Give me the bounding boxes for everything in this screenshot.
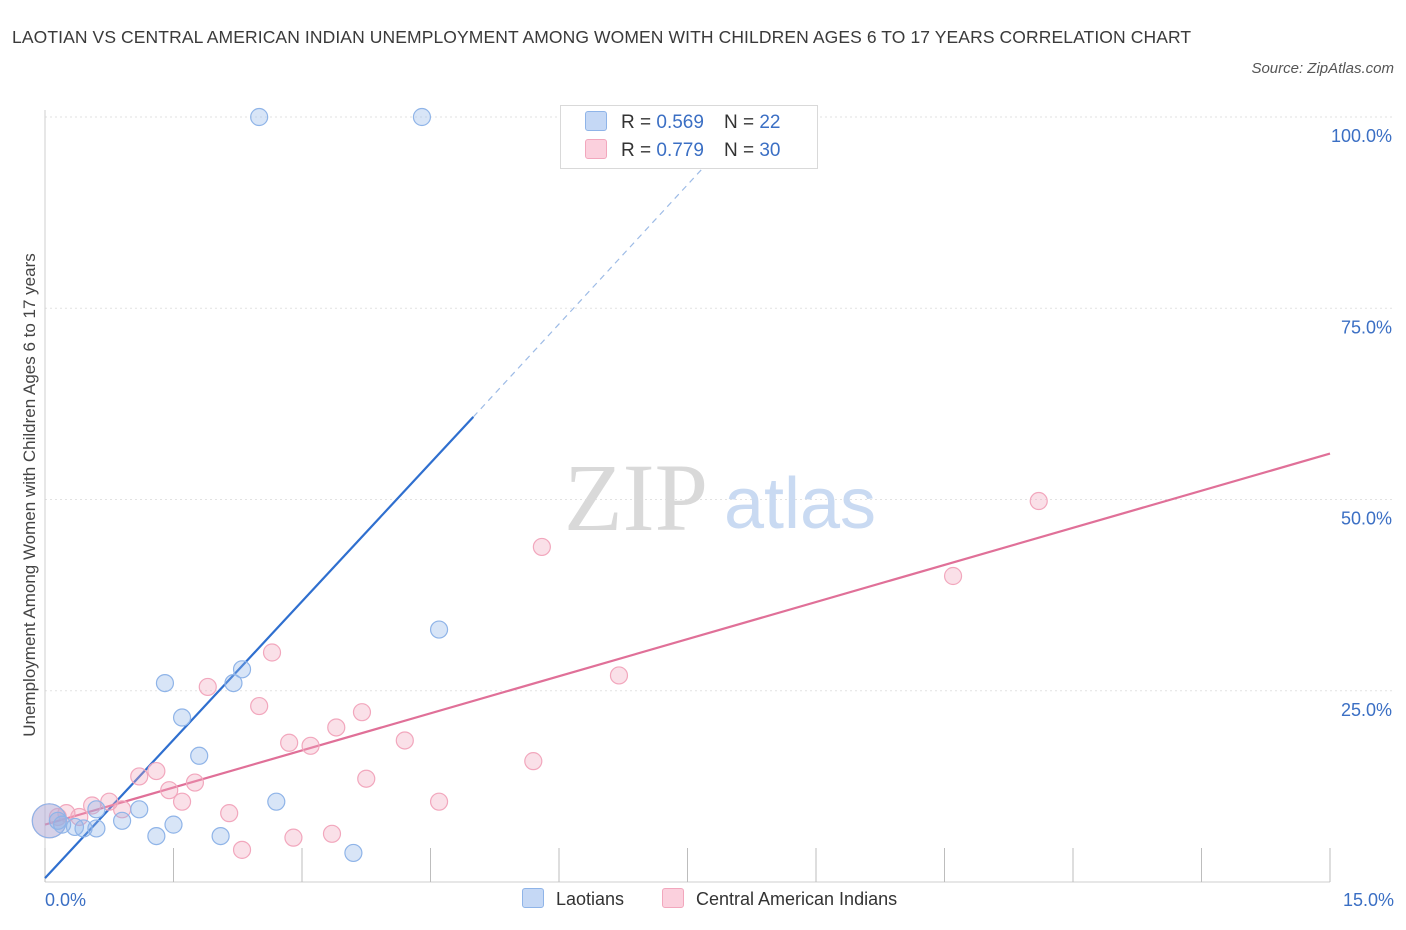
point-laotians <box>232 660 252 679</box>
point-laotians <box>87 800 106 819</box>
y-tick-label: 25.0% <box>1341 700 1392 720</box>
point-central-american-indians <box>220 804 239 823</box>
point-laotians <box>130 800 149 819</box>
point-central-american-indians <box>160 781 179 800</box>
bottom-legend-laotians: Laotians <box>522 888 624 910</box>
point-central-american-indians <box>147 761 166 781</box>
point-central-american-indians <box>130 767 149 786</box>
watermark: ZIP atlas <box>564 444 876 551</box>
x-tick-label-min: 0.0% <box>45 890 87 910</box>
legend-n-value: 30 <box>759 140 781 161</box>
chart-title: LAOTIAN VS CENTRAL AMERICAN INDIAN UNEMP… <box>12 27 1192 47</box>
trend-lines <box>44 147 1331 879</box>
point-laotians <box>74 819 93 838</box>
trend-line-central-american-indians <box>44 452 1331 826</box>
point-central-american-indians <box>524 752 543 771</box>
point-central-american-indians <box>327 718 346 737</box>
point-central-american-indians <box>232 840 252 859</box>
x-tick-label-max: 15.0% <box>1342 890 1394 910</box>
point-central-american-indians <box>352 703 372 722</box>
point-laotians <box>412 107 432 127</box>
point-laotians <box>344 843 363 863</box>
legend-n-value: 22 <box>759 112 781 133</box>
point-central-american-indians <box>322 824 342 843</box>
point-laotians <box>190 746 209 765</box>
point-central-american-indians <box>198 677 217 697</box>
y-tick-label: 50.0% <box>1341 509 1392 529</box>
legend-r-label: R = <box>621 112 652 133</box>
point-central-american-indians <box>395 731 414 750</box>
point-laotians <box>429 620 449 639</box>
point-central-american-indians <box>284 828 303 847</box>
legend-r-label: R = <box>621 140 652 161</box>
legend-n-label: N = <box>723 112 755 133</box>
watermark-zip: ZIP <box>564 444 708 551</box>
point-laotians <box>211 826 230 846</box>
point-laotians <box>147 826 166 846</box>
watermark-atlas: atlas <box>724 464 876 544</box>
y-tick-label: 75.0% <box>1341 317 1392 337</box>
point-central-american-indians <box>357 769 376 788</box>
source-credit: Source: ZipAtlas.com <box>1251 60 1394 77</box>
point-central-american-indians <box>185 773 205 792</box>
y-tick-labels: 25.0% 50.0% 75.0% 100.0% <box>1331 126 1392 720</box>
point-laotians <box>48 811 67 830</box>
point-laotians <box>164 815 183 834</box>
bottom-legend-swatch-laotians <box>522 888 544 908</box>
point-laotians <box>155 673 175 693</box>
point-laotians <box>172 708 192 727</box>
data-points <box>31 107 1048 863</box>
bottom-legend-label-central-american-indians: Central American Indians <box>696 889 898 909</box>
point-central-american-indians <box>262 643 282 662</box>
legend-n-label: N = <box>723 140 755 161</box>
point-laotians <box>250 107 269 127</box>
point-central-american-indians <box>301 736 320 755</box>
point-laotians <box>267 792 286 811</box>
bottom-legend-central-american-indians: Central American Indians <box>662 888 897 910</box>
point-central-american-indians <box>532 537 551 557</box>
point-central-american-indians <box>250 696 269 716</box>
legend-r-value: 0.569 <box>656 112 704 133</box>
point-laotians <box>87 819 106 838</box>
point-central-american-indians <box>429 792 449 811</box>
legend-swatch-laotians <box>585 111 607 131</box>
point-central-american-indians <box>172 792 192 811</box>
point-central-american-indians <box>943 566 963 586</box>
correlation-legend: R = 0.569 N = 22 R = 0.779 N = 30 <box>560 105 818 169</box>
trend-line-laotians-extension <box>472 147 723 418</box>
point-laotians <box>224 673 243 693</box>
bottom-legend-label-laotians: Laotians <box>556 889 625 909</box>
axes <box>44 110 1331 883</box>
trend-line-laotians <box>44 416 475 879</box>
point-central-american-indians <box>609 666 629 685</box>
legend-row-central-american-indians: R = 0.779 N = 30 <box>585 139 780 165</box>
legend-r-value: 0.779 <box>656 140 704 161</box>
point-central-american-indians <box>1029 491 1048 511</box>
point-central-american-indians <box>70 807 89 827</box>
point-laotians <box>112 811 132 830</box>
gridlines <box>45 116 1395 692</box>
bottom-legend-swatch-central-american-indians <box>662 888 684 908</box>
point-central-american-indians <box>280 733 299 752</box>
legend-row-laotians: R = 0.569 N = 22 <box>585 111 780 137</box>
y-tick-label: 100.0% <box>1331 126 1392 146</box>
legend-swatch-central-american-indians <box>585 139 607 159</box>
